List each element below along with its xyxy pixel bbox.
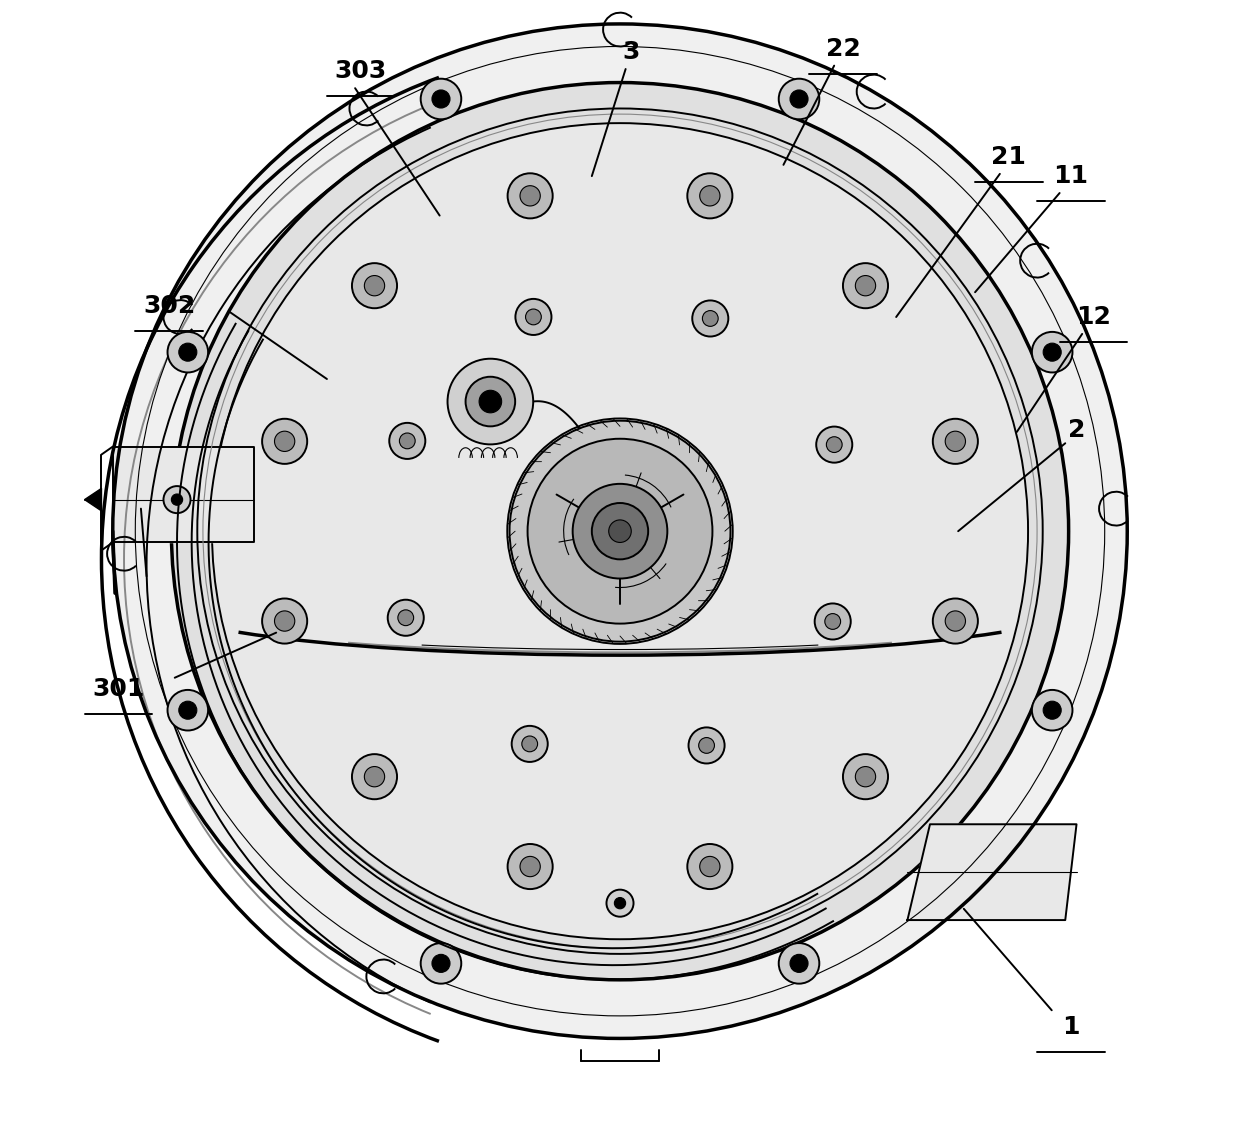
Circle shape [167, 690, 208, 730]
Circle shape [573, 484, 667, 579]
Circle shape [352, 263, 397, 308]
Circle shape [432, 955, 450, 973]
Circle shape [516, 299, 552, 334]
Circle shape [448, 358, 533, 444]
Circle shape [856, 276, 875, 296]
Circle shape [212, 123, 1028, 939]
Polygon shape [84, 488, 102, 511]
Polygon shape [113, 446, 254, 542]
Circle shape [262, 599, 308, 644]
Circle shape [171, 82, 1069, 980]
Text: 1: 1 [1063, 1015, 1080, 1040]
Circle shape [779, 944, 820, 983]
Circle shape [699, 857, 720, 877]
Circle shape [388, 600, 424, 636]
Circle shape [790, 955, 808, 973]
Text: 301: 301 [92, 677, 145, 701]
Circle shape [507, 844, 553, 889]
Circle shape [856, 766, 875, 786]
Circle shape [698, 738, 714, 754]
Circle shape [507, 173, 553, 218]
Circle shape [399, 433, 415, 449]
Circle shape [932, 419, 978, 464]
Circle shape [825, 614, 841, 629]
Circle shape [164, 486, 191, 513]
Circle shape [815, 603, 851, 640]
Circle shape [699, 185, 720, 206]
Circle shape [420, 79, 461, 120]
Circle shape [479, 390, 502, 412]
Circle shape [692, 301, 728, 337]
Circle shape [179, 344, 197, 362]
Text: 11: 11 [1054, 164, 1089, 188]
Text: 3: 3 [622, 40, 640, 64]
Text: 2: 2 [1068, 418, 1085, 442]
Circle shape [1032, 332, 1073, 373]
Circle shape [826, 436, 842, 452]
Text: 21: 21 [992, 145, 1027, 170]
Circle shape [790, 90, 808, 108]
Circle shape [1032, 690, 1073, 730]
Circle shape [932, 599, 978, 644]
Circle shape [591, 503, 649, 559]
Text: 22: 22 [826, 37, 861, 61]
Circle shape [389, 423, 425, 459]
Circle shape [609, 520, 631, 542]
Circle shape [520, 857, 541, 877]
Circle shape [420, 944, 461, 983]
Circle shape [167, 332, 208, 373]
Circle shape [688, 728, 724, 764]
Circle shape [352, 754, 397, 799]
Circle shape [779, 79, 820, 120]
Circle shape [945, 432, 966, 452]
Circle shape [262, 419, 308, 464]
Circle shape [175, 86, 1065, 976]
Circle shape [1043, 702, 1061, 719]
Circle shape [526, 308, 542, 324]
Text: 12: 12 [1076, 305, 1111, 329]
Circle shape [465, 376, 515, 426]
Circle shape [179, 702, 197, 719]
Circle shape [398, 610, 414, 626]
Circle shape [702, 311, 718, 327]
Polygon shape [908, 824, 1076, 920]
Circle shape [816, 427, 852, 462]
Circle shape [432, 90, 450, 108]
Text: 303: 303 [335, 59, 387, 84]
Circle shape [1043, 344, 1061, 362]
Circle shape [945, 611, 966, 632]
Circle shape [522, 736, 538, 751]
Circle shape [365, 276, 384, 296]
Circle shape [614, 897, 626, 909]
Circle shape [171, 494, 182, 505]
Circle shape [113, 24, 1127, 1038]
Circle shape [687, 173, 733, 218]
Text: 302: 302 [143, 294, 195, 318]
Circle shape [274, 432, 295, 452]
Circle shape [606, 889, 634, 916]
Circle shape [520, 185, 541, 206]
Circle shape [274, 611, 295, 632]
Circle shape [365, 766, 384, 786]
Circle shape [510, 420, 730, 642]
Circle shape [687, 844, 733, 889]
Circle shape [843, 263, 888, 308]
Circle shape [512, 725, 548, 762]
Circle shape [843, 754, 888, 799]
Circle shape [527, 438, 713, 624]
